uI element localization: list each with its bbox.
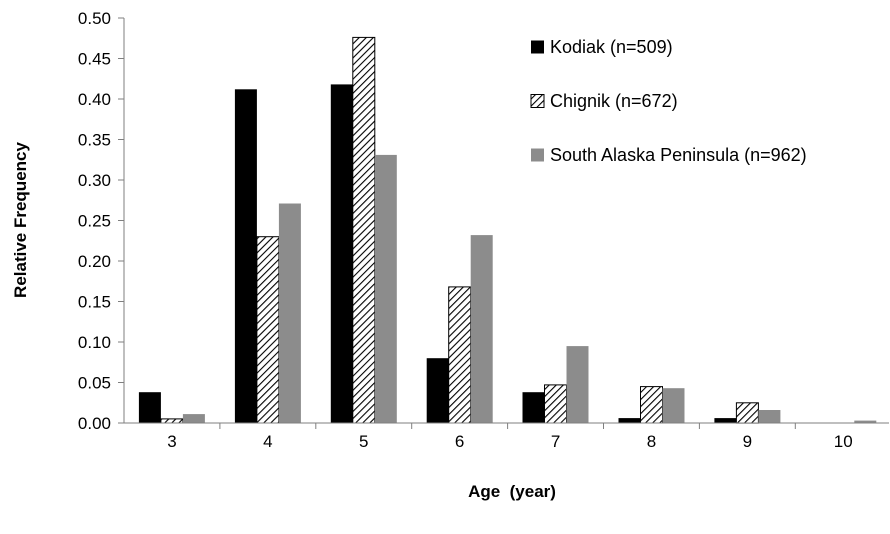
bar-3-age-9 <box>758 410 781 423</box>
bar-3-age-4 <box>278 203 301 423</box>
legend-label-3: South Alaska Peninsula (n=962) <box>550 145 807 165</box>
legend-label-2: Chignik (n=672) <box>550 91 678 111</box>
legend-label-1: Kodiak (n=509) <box>550 37 673 57</box>
x-tick-label: 8 <box>647 432 656 451</box>
axes-layer: 0.00 0.05 0.10 0.15 0.20 0.25 0.30 0.35 0.40 0.45… <box>78 9 889 451</box>
bar-3-age-7 <box>566 346 589 423</box>
bar-1-age-6 <box>426 358 449 423</box>
bar-1-age-9 <box>714 418 737 423</box>
y-tick-label: 0.15 <box>78 293 111 312</box>
x-tick-label: 5 <box>359 432 368 451</box>
bar-1-age-8 <box>618 418 641 423</box>
bar-2-age-9 <box>735 402 759 424</box>
bars-layer <box>138 36 877 424</box>
legend-swatch-2 <box>530 94 545 108</box>
y-tick-label: 0.35 <box>78 131 111 150</box>
legend-swatch-3 <box>531 148 544 162</box>
y-tick-label: 0.45 <box>78 50 111 69</box>
x-axis-title: Age (year) <box>468 482 556 501</box>
bar-1-age-3 <box>138 392 161 423</box>
bar-2-age-3 <box>160 418 184 424</box>
x-tick-label: 9 <box>743 432 752 451</box>
bar-2-age-6 <box>448 286 472 424</box>
y-tick-label: 0.10 <box>78 333 111 352</box>
x-tick-label: 4 <box>263 432 272 451</box>
x-tick-label: 7 <box>551 432 560 451</box>
bar-1-age-7 <box>522 392 545 423</box>
x-tick-label: 10 <box>834 432 853 451</box>
bar-1-age-5 <box>330 84 353 424</box>
x-tick-label: 3 <box>167 432 176 451</box>
bar-2-age-8 <box>640 386 663 424</box>
legend: Kodiak (n=509) Chignik (n=672) South Alask… <box>530 37 807 165</box>
y-tick-label: 0.00 <box>78 414 111 433</box>
y-tick-label: 0.05 <box>78 374 111 393</box>
bar-3-age-6 <box>470 235 493 423</box>
bar-3-age-10 <box>854 420 877 423</box>
bar-2-age-7 <box>544 384 567 424</box>
y-tick-label: 0.50 <box>78 9 111 28</box>
y-tick-label: 0.25 <box>78 212 111 231</box>
bar-2-age-4 <box>256 236 280 424</box>
y-tick-label: 0.20 <box>78 252 111 271</box>
legend-swatch-1 <box>531 40 544 54</box>
bar-3-age-5 <box>374 154 397 423</box>
y-axis-title: Relative Frequency <box>11 142 30 298</box>
bar-3-age-8 <box>662 388 685 423</box>
x-tick-label: 6 <box>455 432 464 451</box>
bar-3-age-3 <box>182 414 205 423</box>
y-tick-label: 0.30 <box>78 171 111 190</box>
bar-1-age-4 <box>234 89 257 424</box>
y-tick-label: 0.40 <box>78 90 111 109</box>
bar-2-age-5 <box>352 36 376 424</box>
